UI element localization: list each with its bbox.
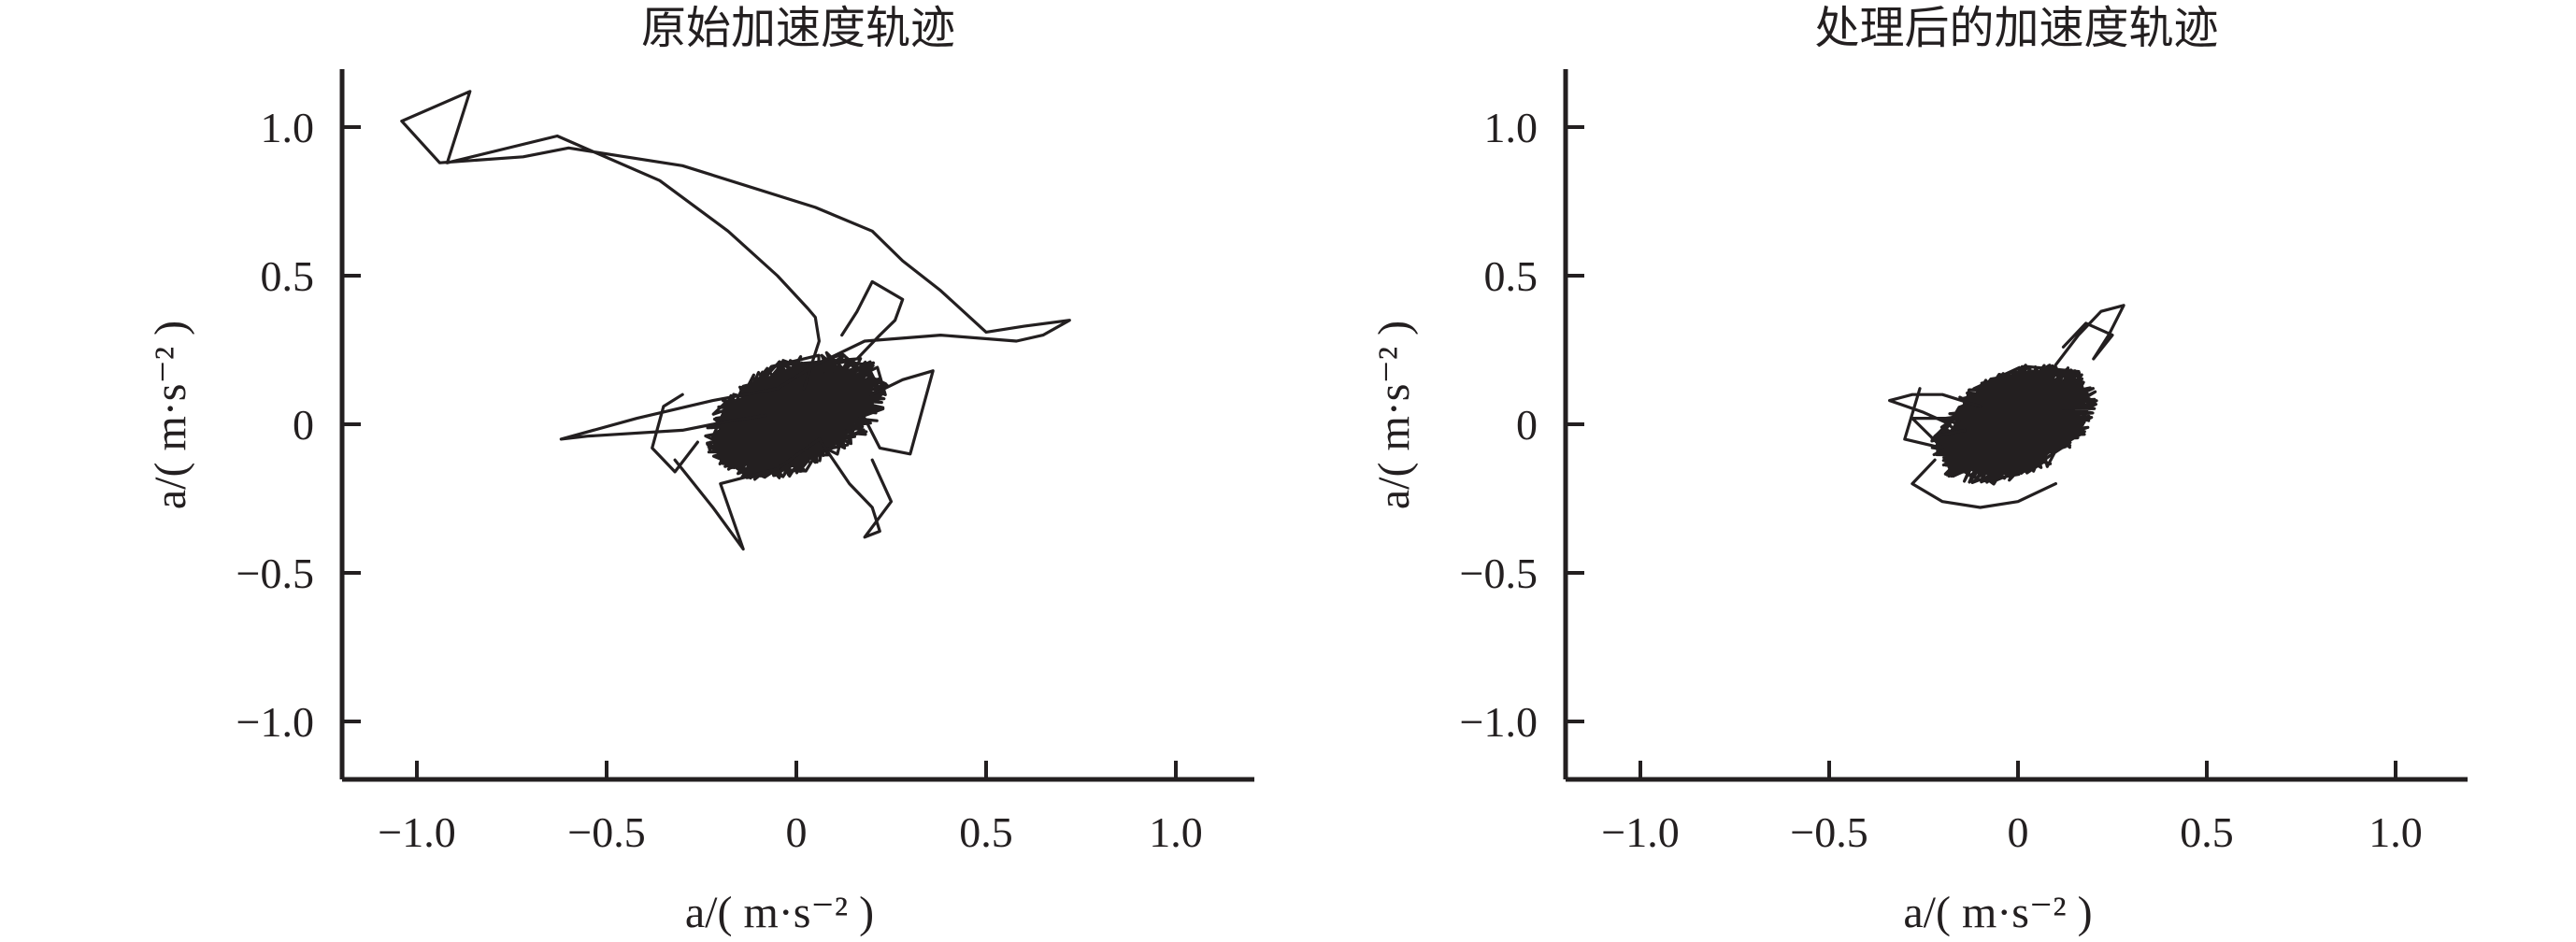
x-tick-label: −1.0 xyxy=(378,808,455,856)
x-tick-label: 1.0 xyxy=(1149,808,1203,856)
chart-title: 原始加速度轨迹 xyxy=(641,4,955,53)
y-tick-label: −1.0 xyxy=(1460,698,1538,746)
y-tick-label: −1.0 xyxy=(236,698,314,746)
chart-panel-original: 原始加速度轨迹 −1.0 −0.5 0 0.5 1.0 −1.0 −0.5 0 0.5 1.0 a/(… xyxy=(146,4,1254,937)
y-tick-label: 0 xyxy=(1516,401,1538,449)
x-tick-label: 1.0 xyxy=(2368,808,2423,856)
x-axis-label: a/( m·s⁻² ) xyxy=(1903,888,2092,937)
x-tick-label: 0 xyxy=(2008,808,2029,856)
y-axis-label: a/( m·s⁻² ) xyxy=(146,321,195,509)
trajectory-series xyxy=(852,369,935,456)
y-axis-label: a/( m·s⁻² ) xyxy=(1369,321,1419,509)
trajectory-series xyxy=(400,90,1071,441)
x-tick-label: −0.5 xyxy=(1790,808,1868,856)
x-tick-label: 0.5 xyxy=(2180,808,2234,856)
y-tick-label: 0 xyxy=(293,401,314,449)
trajectory-series xyxy=(651,392,699,474)
y-tick-label: 1.0 xyxy=(261,104,315,151)
trajectory-scribble xyxy=(1930,364,2098,486)
trajectory-series xyxy=(673,437,894,551)
chart-panel-processed: 处理后的加速度轨迹 −1.0 −0.5 0 0.5 1.0 −1.0 −0.5 0 0.5 1.0 a… xyxy=(1369,4,2468,937)
trajectory-series xyxy=(2054,304,2125,366)
x-axis-label: a/( m·s⁻² ) xyxy=(685,888,874,937)
x-tick-label: 0.5 xyxy=(959,808,1013,856)
y-tick-label: −0.5 xyxy=(236,550,314,597)
trajectory-series xyxy=(1911,458,2057,509)
y-tick-label: 0.5 xyxy=(1484,252,1538,300)
trajectory-series xyxy=(840,279,905,361)
y-tick-label: 1.0 xyxy=(1484,104,1538,151)
x-tick-label: −1.0 xyxy=(1601,808,1679,856)
y-tick-label: 0.5 xyxy=(261,252,315,300)
trajectory-series xyxy=(1903,387,1959,450)
x-tick-label: 0 xyxy=(786,808,808,856)
chart-title: 处理后的加速度轨迹 xyxy=(1814,4,2218,53)
x-tick-label: −0.5 xyxy=(567,808,645,856)
trajectory-scribble xyxy=(704,350,889,481)
trajectory-series xyxy=(1888,392,1982,438)
y-tick-label: −0.5 xyxy=(1460,550,1538,597)
